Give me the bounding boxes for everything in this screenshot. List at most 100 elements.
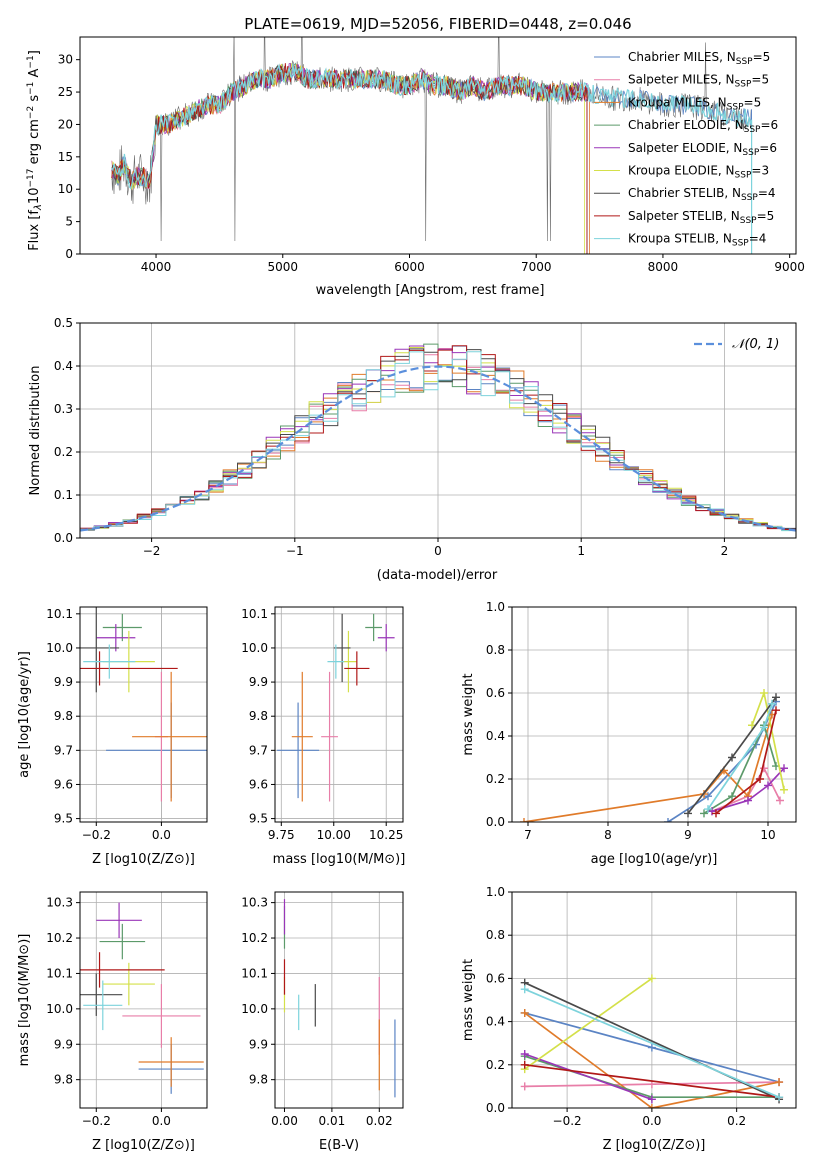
y-tick-label: 9.5: [54, 812, 73, 826]
y-axis-label: mass weight: [461, 959, 476, 1041]
y-tick-label: 20: [58, 117, 73, 131]
y-axis-label: Flux [fλ10−17 erg cm−2 s−1 A−1]: [26, 50, 44, 251]
mass-weight-line: [707, 703, 773, 810]
spectrum-axes: 4000 5000 6000 7000 8000 9000 0 5 10 15 20 25 30 wave…: [26, 36, 805, 298]
spectrum-legend: Chabrier MILES, NSSP=5 Salpeter MILES, NS…: [594, 50, 778, 249]
age-mass-axes: 9.75 10.00 10.25 9.5 9.6 9.7 9.8 9.9 10.0 10.1 mas…: [241, 606, 405, 867]
x-tick-label: 0.02: [366, 1114, 393, 1128]
mass-weight-marker: [647, 1043, 656, 1052]
legend-label: Kroupa STELIB, NSSP=4: [628, 232, 766, 249]
y-tick-label: 10.2: [241, 931, 268, 945]
age-z-plot: [80, 607, 207, 802]
y-tick-label: 10: [58, 182, 73, 196]
y-tick-label: 0.8: [486, 928, 505, 942]
y-tick-label: 10.0: [46, 1002, 73, 1016]
x-tick-label: 9000: [774, 260, 805, 274]
residual-histogram: [80, 345, 796, 530]
y-tick-label: 1.0: [486, 600, 505, 614]
y-tick-label: 0.4: [486, 1015, 505, 1029]
mass-weight-marker: [768, 699, 776, 708]
mass-weight-marker: [647, 1104, 656, 1108]
x-tick-label: 0.2: [727, 1114, 746, 1128]
y-tick-label: 9.6: [54, 777, 73, 791]
y-tick-label: 0.1: [54, 488, 73, 502]
mass-weight-marker: [647, 974, 656, 983]
mass-weight-marker: [520, 1050, 529, 1058]
x-tick-label: −0.2: [82, 1114, 111, 1128]
y-tick-label: 0.0: [486, 1101, 505, 1115]
mass-weight-marker: [760, 689, 768, 697]
axes-frame: [79, 322, 797, 539]
y-tick-label: 0.0: [486, 815, 505, 829]
y-tick-label: 10.0: [46, 641, 73, 655]
mass-z-plot: [80, 902, 204, 1094]
y-tick-label: 10.0: [241, 641, 268, 655]
y-tick-label: 9.7: [54, 743, 73, 757]
x-tick-label: 10.00: [317, 828, 351, 842]
y-tick-label: 0.2: [486, 772, 505, 786]
y-tick-label: 10.3: [241, 896, 268, 910]
x-axis-label: Z [log10(Z/Z⊙)]: [92, 1138, 195, 1153]
mass-weight-marker: [780, 785, 788, 794]
mass-weight-marker: [775, 1078, 784, 1087]
y-tick-label: 5: [65, 215, 73, 229]
y-tick-label: 9.8: [249, 1073, 268, 1087]
histogram-axes: −2 −1 0 1 2 0.0 0.1 0.2 0.3 0.4 0.5 (data-model)/er…: [28, 316, 797, 583]
y-tick-label: 9.8: [249, 709, 268, 723]
x-tick-label: 7: [524, 828, 532, 842]
mass-z-axes: −0.2 0.0 9.8 9.9 10.0 10.1 10.2 10.3 Z [log10(Z/…: [17, 891, 208, 1153]
x-axis-label: Z [log10(Z/Z⊙)]: [603, 1138, 706, 1153]
y-tick-label: 9.9: [54, 1037, 73, 1051]
y-tick-label: 30: [58, 53, 73, 67]
y-tick-label: 0.6: [486, 971, 505, 985]
axes-frame: [274, 891, 404, 1109]
x-tick-label: 10.25: [369, 828, 403, 842]
x-tick-label: −1: [286, 544, 304, 558]
weight-z-axes: −0.2 0.0 0.2 0.0 0.2 0.4 0.6 0.8 1.0 Z [log10(Z/Z…: [461, 885, 797, 1153]
x-tick-label: 9.75: [268, 828, 295, 842]
y-tick-label: 0.8: [486, 643, 505, 657]
y-tick-label: 9.8: [54, 709, 73, 723]
y-tick-label: 1.0: [486, 885, 505, 899]
x-tick-label: −2: [143, 544, 161, 558]
mass-weight-line: [524, 1053, 653, 1101]
y-axis-label: Normed distribution: [28, 366, 43, 496]
y-tick-label: 0.4: [54, 359, 73, 373]
spectrum-plot: [111, 37, 753, 254]
y-tick-label: 0.0: [54, 531, 73, 545]
model-spectrum: [111, 64, 588, 254]
x-axis-label: E(B-V): [319, 1138, 359, 1153]
x-tick-label: 2: [721, 544, 729, 558]
y-tick-label: 10.2: [46, 931, 73, 945]
mass-weight-marker: [744, 796, 752, 805]
x-tick-label: 6000: [394, 260, 425, 274]
y-tick-label: 25: [58, 85, 73, 99]
mass-weight-line: [524, 988, 780, 1098]
x-axis-label: age [log10(age/yr)]: [591, 852, 718, 867]
y-tick-label: 9.8: [54, 1073, 73, 1087]
legend-label: Salpeter ELODIE, NSSP=6: [628, 141, 777, 158]
axes-frame: [511, 606, 797, 823]
mass-weight-marker: [700, 809, 708, 818]
mass-weight-line: [524, 977, 653, 1070]
x-tick-label: 4000: [141, 260, 172, 274]
mass-ebv-plot: [283, 899, 396, 1098]
x-tick-label: 0.01: [319, 1114, 346, 1128]
mass-weight-marker: [775, 1093, 784, 1102]
x-tick-label: 0: [434, 544, 442, 558]
axes-frame: [79, 606, 208, 823]
weight-z-plot: [520, 974, 784, 1108]
x-tick-label: 0.00: [271, 1114, 298, 1128]
y-tick-label: 9.9: [249, 675, 268, 689]
axes-frame: [274, 606, 404, 823]
mass-weight-line: [524, 1012, 780, 1108]
x-tick-label: −0.2: [82, 828, 111, 842]
y-axis-label: age [log10(age/yr)]: [17, 651, 32, 778]
y-axis-label: mass [log10(M/M⊙)]: [17, 934, 32, 1067]
mass-weight-marker: [664, 818, 672, 822]
x-tick-label: 8: [604, 828, 612, 842]
histogram-plot: [80, 343, 796, 532]
age-mass-plot: [277, 613, 395, 802]
x-tick-label: 5000: [267, 260, 298, 274]
mass-weight-marker: [772, 693, 780, 702]
